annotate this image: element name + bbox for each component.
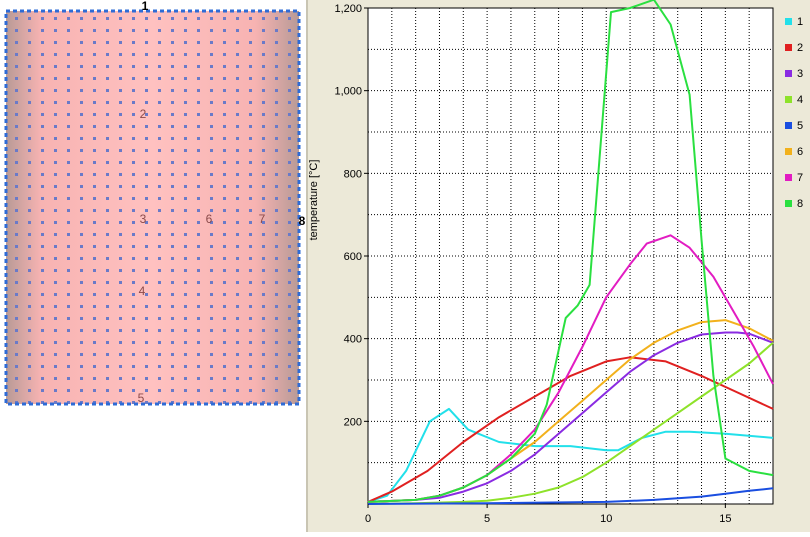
series-line-8: [367, 0, 774, 503]
legend: 1 2 3 4 5 6 7 8: [785, 16, 803, 210]
legend-label-6: 6: [797, 146, 803, 158]
legend-swatch-4: [785, 96, 792, 103]
node-label-6: 6: [206, 212, 213, 226]
y-tick-label: 200: [344, 416, 362, 428]
series-line-2: [367, 356, 774, 503]
model-view-panel: 1 2 3 4 5 6 7 8: [0, 0, 306, 532]
y-tick-label: 1,000: [334, 86, 362, 98]
legend-label-4: 4: [797, 94, 803, 106]
node-label-8: 8: [299, 214, 306, 228]
series-line-1: [367, 407, 774, 503]
legend-swatch-6: [785, 148, 792, 155]
x-tick-label: 15: [719, 513, 731, 525]
legend-label-5: 5: [797, 120, 803, 132]
node-label-4: 4: [139, 284, 146, 298]
node-label-3: 3: [140, 212, 147, 226]
y-axis-label: temperature [°C]: [308, 160, 320, 241]
y-tick-label: 400: [344, 334, 362, 346]
mesh-dots: [15, 17, 291, 404]
y-tick-label: 1,200: [334, 3, 362, 15]
legend-label-8: 8: [797, 198, 803, 210]
legend-swatch-8: [785, 200, 792, 207]
node-label-1: 1: [142, 0, 149, 13]
cylinder-body: [6, 11, 299, 404]
legend-label-1: 1: [797, 16, 803, 28]
x-tick-label: 5: [484, 513, 490, 525]
legend-label-7: 7: [797, 172, 803, 184]
legend-label-2: 2: [797, 42, 803, 54]
node-label-7: 7: [259, 212, 266, 226]
series-line-3: [367, 331, 774, 503]
plot-area: [368, 8, 773, 504]
node-label-5: 5: [138, 391, 145, 405]
legend-swatch-5: [785, 122, 792, 129]
series-line-5: [367, 487, 774, 505]
series-line-4: [367, 342, 774, 505]
legend-swatch-7: [785, 174, 792, 181]
node-label-2: 2: [140, 107, 147, 121]
chart-panel: 200 400 600 800 1,000 1,200 0 5 10 15 temperature …: [306, 0, 810, 532]
x-tick-label: 10: [600, 513, 612, 525]
y-tick-label: 600: [344, 251, 362, 263]
legend-swatch-3: [785, 70, 792, 77]
legend-swatch-2: [785, 44, 792, 51]
legend-swatch-1: [785, 18, 792, 25]
y-tick-label: 800: [344, 168, 362, 180]
x-tick-label: 0: [365, 513, 371, 525]
cylinder-model: 1 2 3 4 5 6 7 8: [4, 0, 306, 406]
legend-label-3: 3: [797, 68, 803, 80]
